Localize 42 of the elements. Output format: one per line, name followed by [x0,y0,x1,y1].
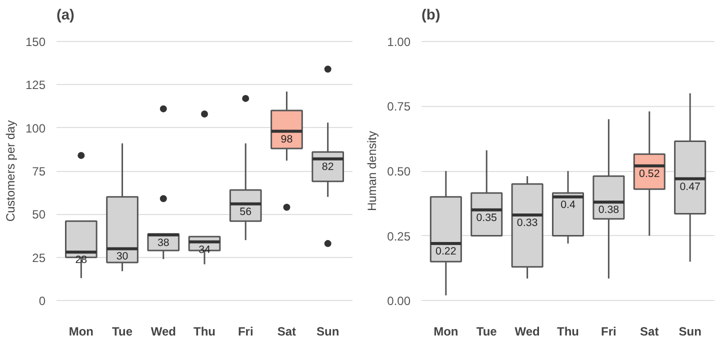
x-tick-label: Sat [277,324,296,338]
x-tick-label: Wed [514,324,540,338]
x-tick-label: Sat [640,324,659,338]
x-tick-label: Fri [601,324,616,338]
x-tick-label: Sun [678,324,702,338]
y-tick-label: 0.25 [387,229,411,244]
x-tick-label: Thu [557,324,580,338]
annotation: 98 [280,133,293,146]
annotation: 82 [322,160,334,173]
y-tick-label: 25 [32,250,46,265]
y-tick-label: 0.50 [387,164,411,178]
annotation: 0.22 [436,246,456,258]
annotation: 0.33 [516,217,538,230]
y-axis-title: Human density [365,130,380,212]
y-axis-title: Customers per day [3,120,18,222]
annotation: 0.38 [598,204,620,216]
y-tick-label: 75 [32,164,46,178]
y-tick-label: 150 [25,34,46,49]
annotation: 56 [240,206,252,218]
y-tick-label: 1.00 [387,34,411,49]
x-tick-label: Mon [68,324,94,338]
x-tick-label: Tue [112,324,133,338]
y-tick-label: 50 [32,208,46,222]
x-tick-label: Tue [476,324,498,338]
x-tick-label: Fri [238,324,254,338]
y-tick-label: 100 [25,121,46,136]
y-tick-label: 0 [38,294,46,308]
annotation: 0.47 [680,180,701,193]
annotation: 30 [116,250,128,263]
y-tick-label: 0.00 [387,294,411,308]
annotation: 38 [157,236,170,249]
annotation: 0.52 [639,168,660,180]
x-tick-label: Mon [434,324,458,338]
annotation: 0.35 [476,212,498,224]
y-tick-label: 0.75 [387,100,411,114]
chart-title: (b) [422,8,440,24]
x-tick-label: Wed [150,324,176,338]
x-tick-label: Thu [194,324,216,338]
x-tick-label: Sun [316,324,340,338]
y-tick-label: 125 [25,78,46,92]
annotation: 0.4 [560,198,576,211]
chart-title: (a) [56,8,75,24]
